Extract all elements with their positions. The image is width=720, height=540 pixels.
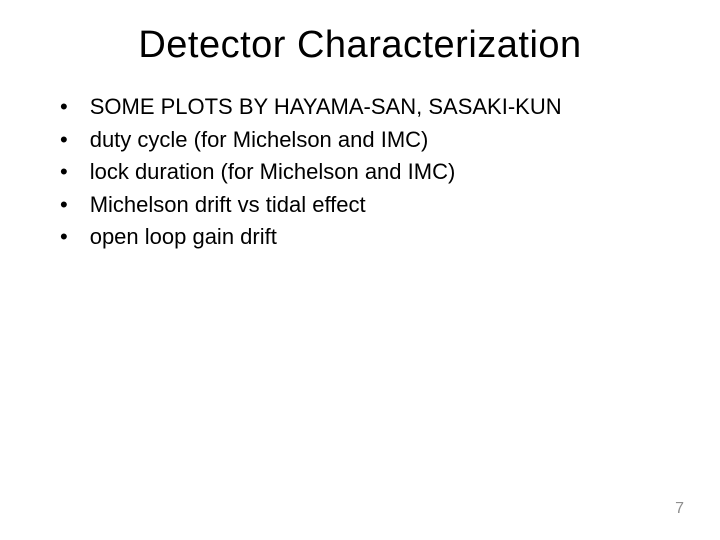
bullet-icon: • <box>60 158 68 187</box>
slide-title: Detector Characterization <box>48 24 672 67</box>
page-number: 7 <box>675 500 684 518</box>
bullet-text: lock duration (for Michelson and IMC) <box>90 158 456 187</box>
bullet-text: open loop gain drift <box>90 223 277 252</box>
bullet-list: • SOME PLOTS BY HAYAMA-SAN, SASAKI-KUN •… <box>48 93 672 252</box>
bullet-icon: • <box>60 93 68 122</box>
bullet-text: duty cycle (for Michelson and IMC) <box>90 126 429 155</box>
list-item: • SOME PLOTS BY HAYAMA-SAN, SASAKI-KUN <box>60 93 672 122</box>
list-item: • lock duration (for Michelson and IMC) <box>60 158 672 187</box>
bullet-text: Michelson drift vs tidal effect <box>90 191 366 220</box>
list-item: • duty cycle (for Michelson and IMC) <box>60 126 672 155</box>
bullet-text: SOME PLOTS BY HAYAMA-SAN, SASAKI-KUN <box>90 93 562 122</box>
bullet-icon: • <box>60 223 68 252</box>
list-item: • open loop gain drift <box>60 223 672 252</box>
slide-container: Detector Characterization • SOME PLOTS B… <box>0 0 720 540</box>
list-item: • Michelson drift vs tidal effect <box>60 191 672 220</box>
bullet-icon: • <box>60 126 68 155</box>
bullet-icon: • <box>60 191 68 220</box>
